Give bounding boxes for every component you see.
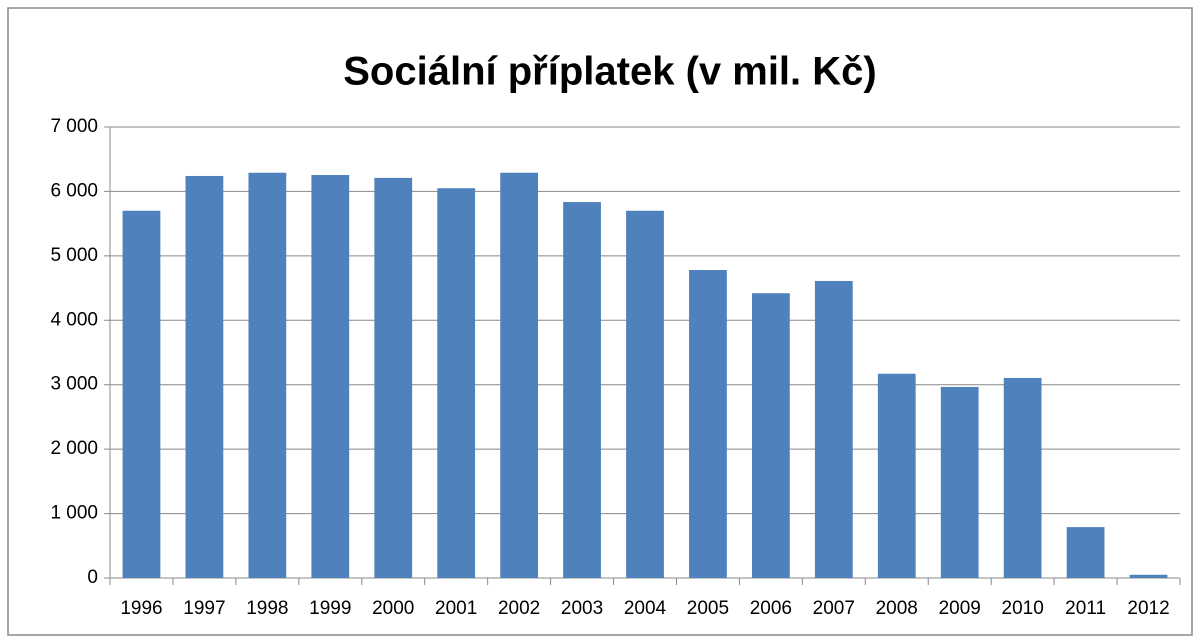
chart-title: Sociální příplatek (v mil. Kč): [343, 50, 876, 94]
y-tick-label: 1 000: [50, 503, 98, 524]
x-tick-label: 2001: [435, 598, 477, 619]
x-tick-label: 1997: [183, 598, 225, 619]
bar: [437, 188, 476, 578]
bar: [311, 174, 350, 579]
x-tick-label: 2007: [813, 598, 855, 619]
x-tick-label: 2002: [498, 598, 540, 619]
y-tick-label: 4 000: [50, 309, 98, 330]
x-tick-label: 2004: [624, 598, 667, 619]
y-tick-label: 2 000: [50, 438, 98, 459]
bar: [122, 210, 161, 578]
bar: [185, 175, 224, 579]
x-tick-label: 1998: [246, 598, 288, 619]
bar: [248, 172, 287, 578]
x-tick-label: 2005: [687, 598, 729, 619]
bar: [374, 177, 413, 579]
x-tick-label: 2006: [750, 598, 792, 619]
bar: [1129, 574, 1168, 578]
x-tick-label: 1996: [120, 598, 162, 619]
bar: [689, 270, 727, 578]
bar: [500, 172, 538, 578]
x-tick-label: 2009: [939, 598, 981, 619]
x-tick-label: 2011: [1065, 598, 1106, 619]
bar: [1003, 377, 1042, 578]
y-tick-label: 6 000: [50, 180, 98, 201]
y-tick-label: 7 000: [50, 116, 98, 137]
bar: [563, 202, 601, 579]
x-tick-label: 2003: [561, 598, 603, 619]
y-tick-label: 5 000: [50, 245, 98, 266]
bar: [877, 373, 916, 578]
bar: [1066, 527, 1105, 578]
x-tick-label: 2010: [1002, 598, 1044, 619]
y-tick-label: 3 000: [50, 374, 98, 395]
bar: [814, 280, 853, 578]
y-tick-label: 0: [87, 567, 98, 588]
x-tick-label: 2000: [372, 598, 414, 619]
x-tick-label: 2008: [876, 598, 918, 619]
x-tick-label: 2012: [1127, 598, 1169, 619]
bar: [940, 386, 979, 578]
bar: [752, 293, 790, 578]
x-tick-label: 1999: [309, 598, 351, 619]
bar: [626, 210, 664, 578]
